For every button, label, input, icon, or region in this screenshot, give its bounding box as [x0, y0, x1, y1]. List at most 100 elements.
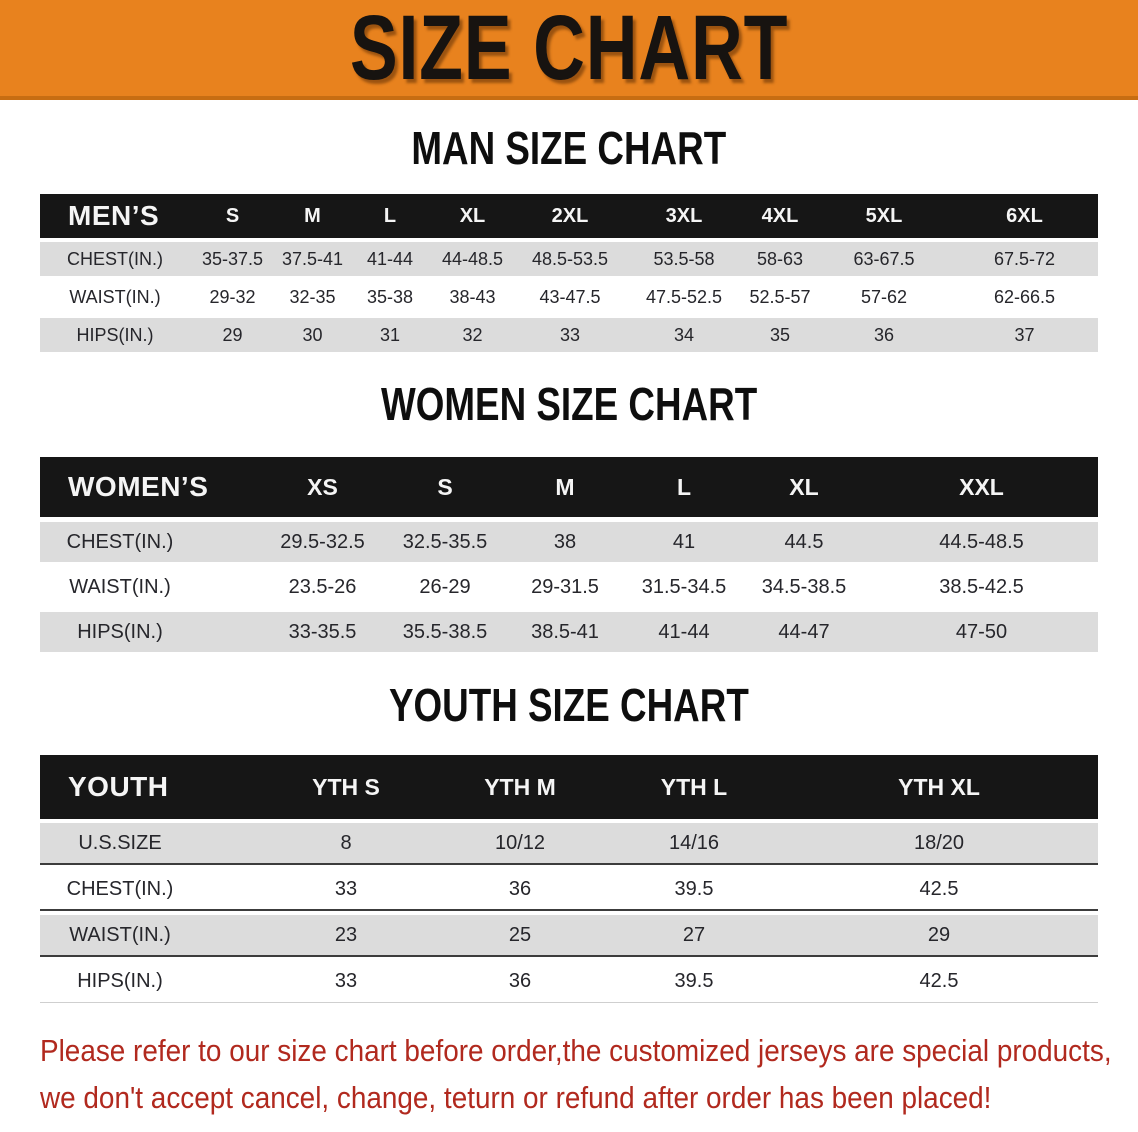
youth-section-heading: YOUTH SIZE CHART	[389, 679, 749, 731]
size-column-header: YTH M	[432, 755, 608, 819]
size-column-header: XL	[743, 457, 865, 517]
size-value: 67.5-72	[951, 242, 1098, 276]
men-table-header-row: MEN’S S M L XL 2XL 3XL 4XL 5XL 6XL	[40, 194, 1098, 238]
size-value: 39.5	[608, 869, 780, 911]
size-value: 29	[190, 318, 275, 352]
women-table-header-row: WOMEN’S XS S M L XL XXL	[40, 457, 1098, 517]
size-value: 37.5-41	[275, 242, 350, 276]
size-value: 34	[625, 318, 743, 352]
size-value: 44-48.5	[430, 242, 515, 276]
size-value: 42.5	[780, 961, 1098, 1003]
size-value: 10/12	[432, 823, 608, 865]
size-column-header: S	[385, 457, 505, 517]
row-label: HIPS(IN.)	[40, 318, 190, 352]
size-value: 29	[780, 915, 1098, 957]
size-column-header: XXL	[865, 457, 1098, 517]
size-value: 33	[260, 869, 432, 911]
size-value: 33-35.5	[260, 612, 385, 652]
size-value: 44.5	[743, 522, 865, 562]
men-section-heading: MAN SIZE CHART	[411, 122, 727, 174]
table-group-label: WOMEN’S	[40, 457, 260, 517]
youth-size-table: YOUTH YTH S YTH M YTH L YTH XL U.S.SIZE 8 10/1…	[40, 751, 1098, 1007]
size-value: 32	[430, 318, 515, 352]
size-value: 35-37.5	[190, 242, 275, 276]
size-value: 18/20	[780, 823, 1098, 865]
women-section-heading: WOMEN SIZE CHART	[380, 378, 758, 430]
size-column-header: YTH L	[608, 755, 780, 819]
size-value: 48.5-53.5	[515, 242, 625, 276]
size-value: 41	[625, 522, 743, 562]
size-value: 43-47.5	[515, 280, 625, 314]
size-value: 35	[743, 318, 817, 352]
row-label: U.S.SIZE	[40, 823, 260, 865]
size-value: 34.5-38.5	[743, 567, 865, 607]
size-column-header: 3XL	[625, 194, 743, 238]
size-column-header: 4XL	[743, 194, 817, 238]
size-value: 38.5-41	[505, 612, 625, 652]
size-value: 8	[260, 823, 432, 865]
row-label: CHEST(IN.)	[40, 522, 260, 562]
table-group-label: MEN’S	[40, 194, 190, 238]
size-value: 47-50	[865, 612, 1098, 652]
size-column-header: YTH XL	[780, 755, 1098, 819]
row-label: CHEST(IN.)	[40, 242, 190, 276]
size-value: 63-67.5	[817, 242, 951, 276]
size-column-header: L	[350, 194, 430, 238]
table-row: HIPS(IN.) 33 36 39.5 42.5	[40, 961, 1098, 1003]
row-label: CHEST(IN.)	[40, 869, 260, 911]
size-value: 29.5-32.5	[260, 522, 385, 562]
table-row: U.S.SIZE 8 10/12 14/16 18/20	[40, 823, 1098, 865]
table-row: WAIST(IN.) 29-32 32-35 35-38 38-43 43-47.5 47.…	[40, 280, 1098, 314]
size-value: 36	[432, 869, 608, 911]
size-value: 38-43	[430, 280, 515, 314]
size-column-header: L	[625, 457, 743, 517]
size-value: 37	[951, 318, 1098, 352]
size-value: 38.5-42.5	[865, 567, 1098, 607]
size-value: 44-47	[743, 612, 865, 652]
size-value: 26-29	[385, 567, 505, 607]
men-size-section: MAN SIZE CHART MEN’S S M L XL 2XL 3XL 4XL 5XL 6XL…	[0, 124, 1138, 356]
size-value: 44.5-48.5	[865, 522, 1098, 562]
size-value: 29-31.5	[505, 567, 625, 607]
size-chart-banner: SIZE CHART	[0, 0, 1138, 100]
size-column-header: M	[505, 457, 625, 517]
size-value: 30	[275, 318, 350, 352]
table-group-label: YOUTH	[40, 755, 260, 819]
row-label: HIPS(IN.)	[40, 961, 260, 1003]
size-column-header: 5XL	[817, 194, 951, 238]
men-size-table: MEN’S S M L XL 2XL 3XL 4XL 5XL 6XL CHEST(IN.) 35-3…	[40, 190, 1098, 356]
size-value: 47.5-52.5	[625, 280, 743, 314]
youth-size-section: YOUTH SIZE CHART YOUTH YTH S YTH M YTH L YTH…	[0, 681, 1138, 1007]
table-row: HIPS(IN.) 29 30 31 32 33 34 35 36 37	[40, 318, 1098, 352]
size-value: 25	[432, 915, 608, 957]
size-value: 36	[432, 961, 608, 1003]
page-title: SIZE CHART	[349, 0, 789, 99]
size-value: 23	[260, 915, 432, 957]
size-value: 31.5-34.5	[625, 567, 743, 607]
row-label: WAIST(IN.)	[40, 280, 190, 314]
size-value: 41-44	[350, 242, 430, 276]
size-column-header: 6XL	[951, 194, 1098, 238]
disclaimer-line-1: Please refer to our size chart before or…	[40, 1033, 1112, 1068]
size-column-header: YTH S	[260, 755, 432, 819]
size-value: 31	[350, 318, 430, 352]
size-value: 57-62	[817, 280, 951, 314]
size-value: 35.5-38.5	[385, 612, 505, 652]
disclaimer: Please refer to our size chart before or…	[40, 1027, 1138, 1121]
size-value: 62-66.5	[951, 280, 1098, 314]
size-column-header: XS	[260, 457, 385, 517]
table-row: CHEST(IN.) 35-37.5 37.5-41 41-44 44-48.5 48.5…	[40, 242, 1098, 276]
women-size-table: WOMEN’S XS S M L XL XXL CHEST(IN.) 29.5-32.5 32.…	[40, 452, 1098, 657]
table-row: WAIST(IN.) 23 25 27 29	[40, 915, 1098, 957]
size-column-header: M	[275, 194, 350, 238]
size-value: 33	[515, 318, 625, 352]
table-row: CHEST(IN.) 33 36 39.5 42.5	[40, 869, 1098, 911]
size-value: 27	[608, 915, 780, 957]
youth-table-header-row: YOUTH YTH S YTH M YTH L YTH XL	[40, 755, 1098, 819]
size-value: 29-32	[190, 280, 275, 314]
size-column-header: S	[190, 194, 275, 238]
disclaimer-line-2: we don't accept cancel, change, teturn o…	[40, 1080, 992, 1115]
size-column-header: 2XL	[515, 194, 625, 238]
size-value: 41-44	[625, 612, 743, 652]
row-label: WAIST(IN.)	[40, 915, 260, 957]
